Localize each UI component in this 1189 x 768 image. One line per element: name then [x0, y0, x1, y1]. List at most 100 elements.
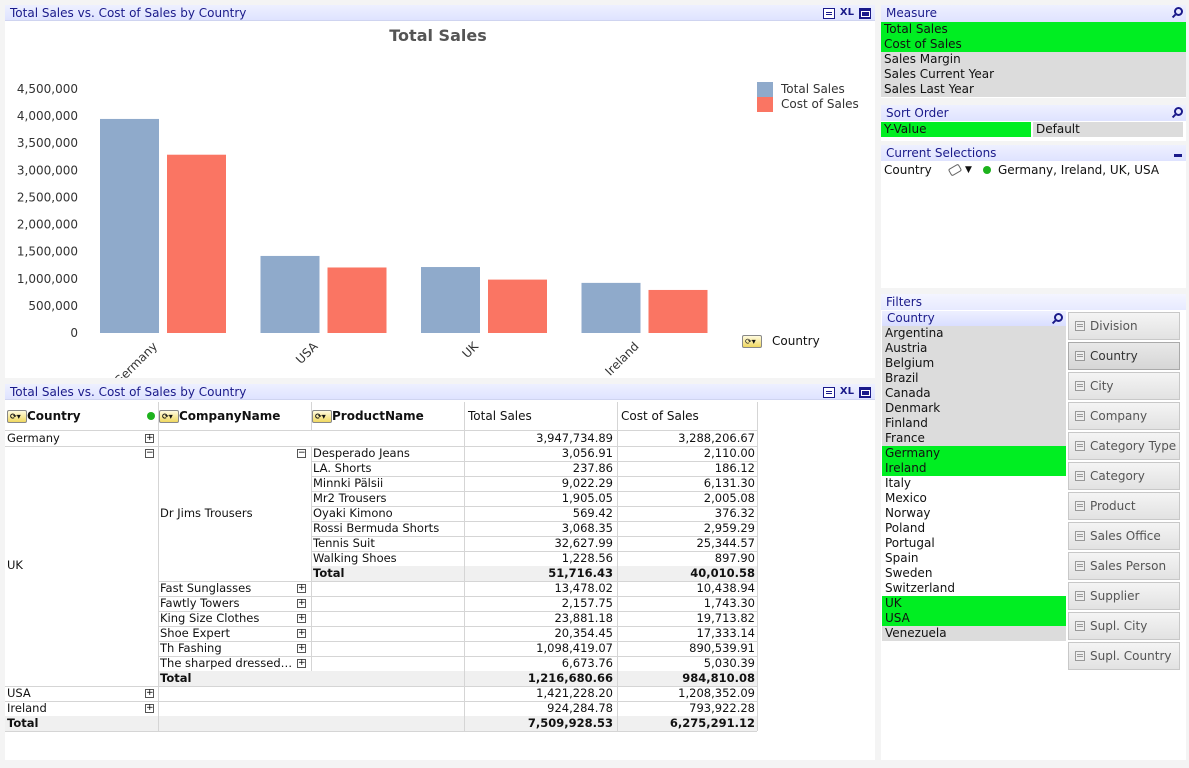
bar-cost-of-sales-uk[interactable]: [488, 279, 547, 333]
company-name[interactable]: King Size Clothes: [160, 611, 260, 625]
product-name[interactable]: Desperado Jeans: [313, 446, 410, 460]
country-item[interactable]: Brazil: [882, 371, 1066, 386]
sort-option-default[interactable]: Default: [1033, 122, 1183, 137]
expand-icon[interactable]: +: [297, 583, 306, 593]
bar-total-sales-germany[interactable]: [100, 118, 159, 333]
filter-button[interactable]: Category Type: [1068, 432, 1180, 460]
company-name[interactable]: Dr Jims Trousers: [160, 505, 253, 520]
dropdown-arrow-icon[interactable]: ▼: [965, 165, 972, 175]
row-country-usa[interactable]: USA: [7, 686, 31, 700]
collapse-icon[interactable]: −: [297, 448, 306, 458]
country-item[interactable]: Austria: [882, 341, 1066, 356]
filter-button[interactable]: Division: [1068, 312, 1180, 340]
x-tick-label[interactable]: Ireland: [602, 339, 641, 378]
search-icon[interactable]: [1054, 313, 1063, 322]
row-country-germany[interactable]: Germany: [7, 431, 60, 445]
collapse-icon[interactable]: −: [145, 448, 154, 458]
row-country-ireland[interactable]: Ireland: [7, 701, 47, 715]
cycle-icon[interactable]: ⟳▾: [7, 410, 27, 423]
eraser-icon[interactable]: [947, 163, 963, 177]
cycle-icon[interactable]: ⟳▾: [159, 410, 179, 423]
company-name[interactable]: Fawtly Towers: [160, 596, 240, 610]
filter-button[interactable]: Supl. City: [1068, 612, 1180, 640]
x-tick-label[interactable]: UK: [459, 338, 481, 360]
bar-cost-of-sales-ireland[interactable]: [648, 289, 708, 333]
product-name[interactable]: Tennis Suit: [313, 536, 375, 550]
filter-button[interactable]: Supl. Country: [1068, 642, 1180, 670]
measure-item[interactable]: Sales Current Year: [881, 67, 1186, 82]
x-tick-label[interactable]: USA: [293, 339, 321, 367]
sort-option-y-value[interactable]: Y-Value: [881, 122, 1031, 137]
country-item[interactable]: Germany: [882, 446, 1066, 461]
minimize-icon[interactable]: [1174, 154, 1182, 157]
chart-type-icon[interactable]: [859, 7, 871, 19]
expand-icon[interactable]: +: [297, 643, 306, 653]
bar-total-sales-ireland[interactable]: [581, 282, 641, 333]
filter-button[interactable]: Sales Office: [1068, 522, 1180, 550]
country-item[interactable]: Finland: [882, 416, 1066, 431]
product-name[interactable]: Rossi Bermuda Shorts: [313, 521, 440, 535]
x-tick-label[interactable]: Germany: [111, 339, 160, 378]
country-item[interactable]: Norway: [882, 506, 1066, 521]
country-item[interactable]: Italy: [882, 476, 1066, 491]
country-item[interactable]: Poland: [882, 521, 1066, 536]
header-total-sales[interactable]: Total Sales: [468, 409, 532, 423]
expand-icon[interactable]: +: [145, 703, 154, 713]
product-name[interactable]: Minnki Pälsii: [313, 476, 384, 490]
cycle-icon[interactable]: ⟳▾: [312, 410, 332, 423]
country-item[interactable]: Mexico: [882, 491, 1066, 506]
search-icon[interactable]: [1174, 7, 1183, 16]
measure-item[interactable]: Sales Last Year: [881, 82, 1186, 97]
bar-cost-of-sales-usa[interactable]: [327, 267, 387, 333]
dimension-cycle-control[interactable]: ⟳▾ Country: [742, 334, 820, 348]
filter-button[interactable]: Company: [1068, 402, 1180, 430]
print-icon[interactable]: [822, 7, 835, 19]
bar-cost-of-sales-germany[interactable]: [167, 154, 226, 333]
search-icon[interactable]: [1174, 107, 1183, 116]
company-name[interactable]: Th Fashing: [160, 641, 222, 655]
filter-button[interactable]: Supplier: [1068, 582, 1180, 610]
row-country-uk[interactable]: UK: [7, 558, 23, 572]
filter-button[interactable]: Country: [1068, 342, 1180, 370]
cycle-group-icon[interactable]: ⟳▾: [742, 334, 762, 348]
country-item[interactable]: Canada: [882, 386, 1066, 401]
country-item[interactable]: Belgium: [882, 356, 1066, 371]
country-item[interactable]: Switzerland: [882, 581, 1066, 596]
country-item[interactable]: Portugal: [882, 536, 1066, 551]
company-name[interactable]: Shoe Expert: [160, 626, 231, 640]
expand-icon[interactable]: +: [297, 613, 306, 623]
country-item[interactable]: USA: [882, 611, 1066, 626]
expand-icon[interactable]: +: [145, 688, 154, 698]
country-item[interactable]: France: [882, 431, 1066, 446]
export-xl-button[interactable]: XL: [839, 7, 854, 18]
product-name[interactable]: LA. Shorts: [313, 461, 372, 475]
country-item[interactable]: UK: [882, 596, 1066, 611]
filter-button[interactable]: Sales Person: [1068, 552, 1180, 580]
company-name[interactable]: Fast Sunglasses: [160, 581, 252, 595]
bar-total-sales-uk[interactable]: [421, 267, 480, 333]
bar-total-sales-usa[interactable]: [260, 255, 320, 333]
product-name[interactable]: Oyaki Kimono: [313, 506, 393, 520]
country-item[interactable]: Venezuela: [882, 626, 1066, 641]
country-item[interactable]: Argentina: [882, 326, 1066, 341]
expand-icon[interactable]: +: [297, 598, 306, 608]
header-companyname[interactable]: ⟳▾ CompanyName: [159, 402, 309, 430]
country-item[interactable]: Sweden: [882, 566, 1066, 581]
print-icon[interactable]: [822, 386, 835, 398]
header-productname[interactable]: ⟳▾ ProductName: [312, 402, 462, 430]
measure-item[interactable]: Total Sales: [881, 22, 1186, 37]
product-name[interactable]: Mr2 Trousers: [313, 491, 387, 505]
product-name[interactable]: Walking Shoes: [313, 551, 397, 565]
expand-icon[interactable]: +: [145, 433, 154, 443]
filter-button[interactable]: Category: [1068, 462, 1180, 490]
filter-button[interactable]: City: [1068, 372, 1180, 400]
expand-icon[interactable]: +: [297, 628, 306, 638]
country-item[interactable]: Ireland: [882, 461, 1066, 476]
country-item[interactable]: Denmark: [882, 401, 1066, 416]
measure-item[interactable]: Sales Margin: [881, 52, 1186, 67]
header-cost-of-sales[interactable]: Cost of Sales: [621, 409, 699, 423]
company-name[interactable]: The sharped dressed…: [160, 656, 293, 670]
export-xl-button[interactable]: XL: [839, 386, 854, 397]
country-item[interactable]: Spain: [882, 551, 1066, 566]
filter-button[interactable]: Product: [1068, 492, 1180, 520]
